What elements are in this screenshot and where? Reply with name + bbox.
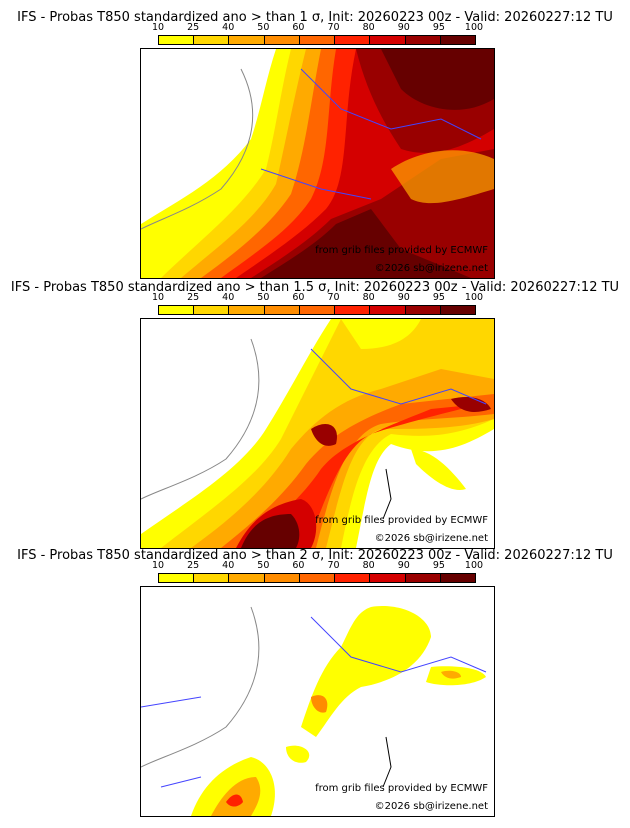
colorbar-segment bbox=[264, 306, 300, 314]
colorbar-segment bbox=[405, 36, 441, 44]
colorbar-tick-label: 10 bbox=[151, 560, 165, 571]
colorbar-tick-label: 100 bbox=[464, 292, 484, 303]
colorbar-segment bbox=[229, 36, 265, 44]
colorbar-tick-label: 80 bbox=[362, 292, 375, 303]
colorbar-segment bbox=[440, 574, 475, 582]
colorbar-segment bbox=[405, 574, 441, 582]
colorbar-segment bbox=[299, 306, 336, 314]
colorbar-segment bbox=[159, 36, 195, 44]
colorbar-tick-label: 40 bbox=[222, 292, 235, 303]
probability-map: from grib files provided by ECMWF ©2026 … bbox=[140, 48, 495, 279]
colorbar-tick-label: 50 bbox=[257, 292, 270, 303]
source-credit: from grib files provided by ECMWF bbox=[315, 245, 488, 256]
panel-title: IFS - Probas T850 standardized ano > tha… bbox=[17, 10, 613, 25]
colorbar-tick-label: 95 bbox=[432, 292, 445, 303]
colorbar-segment bbox=[335, 306, 371, 314]
colorbar-tick-label: 50 bbox=[257, 22, 270, 33]
colorbar-tick-label: 40 bbox=[222, 22, 235, 33]
colorbar-tick-label: 60 bbox=[292, 292, 305, 303]
colorbar-segment bbox=[159, 306, 195, 314]
colorbar-tick-label: 70 bbox=[327, 292, 340, 303]
colorbar-tick-label: 25 bbox=[187, 292, 200, 303]
colorbar-segment bbox=[335, 36, 371, 44]
colorbar-segment bbox=[440, 306, 475, 314]
colorbar bbox=[158, 35, 476, 45]
colorbar-segment bbox=[264, 574, 300, 582]
colorbar-segment bbox=[370, 36, 406, 44]
panel-title: IFS - Probas T850 standardized ano > tha… bbox=[17, 548, 613, 563]
colorbar-segment bbox=[299, 574, 336, 582]
colorbar-tick-label: 60 bbox=[292, 560, 305, 571]
colorbar-segment bbox=[194, 574, 230, 582]
colorbar-tick-label: 10 bbox=[151, 292, 165, 303]
colorbar-tick-label: 80 bbox=[362, 560, 375, 571]
probability-map: from grib files provided by ECMWF ©2026 … bbox=[140, 318, 495, 549]
colorbar-tick-label: 60 bbox=[292, 22, 305, 33]
colorbar-tick-label: 100 bbox=[464, 22, 484, 33]
copyright-credit: ©2026 sb@irizene.net bbox=[374, 801, 488, 812]
colorbar-tick-label: 100 bbox=[464, 560, 484, 571]
colorbar-tick-label: 50 bbox=[257, 560, 270, 571]
colorbar-ticks: 10 25 40 50 60 70 80 90 95 100 bbox=[152, 560, 483, 571]
copyright-credit: ©2026 sb@irizene.net bbox=[374, 263, 488, 274]
source-credit: from grib files provided by ECMWF bbox=[315, 515, 488, 526]
colorbar-tick-label: 25 bbox=[187, 22, 200, 33]
colorbar-segment bbox=[159, 574, 195, 582]
colorbar-tick-label: 95 bbox=[432, 22, 445, 33]
colorbar-segment bbox=[299, 36, 336, 44]
colorbar-segment bbox=[194, 306, 230, 314]
colorbar-segment bbox=[440, 36, 475, 44]
colorbar-segment bbox=[229, 574, 265, 582]
colorbar-segment bbox=[370, 574, 406, 582]
panel-title: IFS - Probas T850 standardized ano > tha… bbox=[10, 280, 620, 295]
colorbar-tick-label: 40 bbox=[222, 560, 235, 571]
colorbar-tick-label: 70 bbox=[327, 22, 340, 33]
colorbar-tick-label: 10 bbox=[151, 22, 165, 33]
copyright-credit: ©2026 sb@irizene.net bbox=[374, 533, 488, 544]
colorbar-ticks: 10 25 40 50 60 70 80 90 95 100 bbox=[152, 22, 483, 33]
colorbar-tick-label: 70 bbox=[327, 560, 340, 571]
colorbar-segment bbox=[335, 574, 371, 582]
colorbar-segment bbox=[194, 36, 230, 44]
colorbar-ticks: 10 25 40 50 60 70 80 90 95 100 bbox=[152, 292, 483, 303]
colorbar-tick-label: 25 bbox=[187, 560, 200, 571]
colorbar-segment bbox=[405, 306, 441, 314]
colorbar-tick-label: 80 bbox=[362, 22, 375, 33]
colorbar bbox=[158, 305, 476, 315]
colorbar-segment bbox=[264, 36, 300, 44]
colorbar-tick-label: 90 bbox=[397, 292, 410, 303]
colorbar-segment bbox=[229, 306, 265, 314]
colorbar-tick-label: 90 bbox=[397, 22, 410, 33]
colorbar-segment bbox=[370, 306, 406, 314]
probability-map: from grib files provided by ECMWF ©2026 … bbox=[140, 586, 495, 817]
source-credit: from grib files provided by ECMWF bbox=[315, 783, 488, 794]
colorbar bbox=[158, 573, 476, 583]
colorbar-tick-label: 90 bbox=[397, 560, 410, 571]
colorbar-tick-label: 95 bbox=[432, 560, 445, 571]
